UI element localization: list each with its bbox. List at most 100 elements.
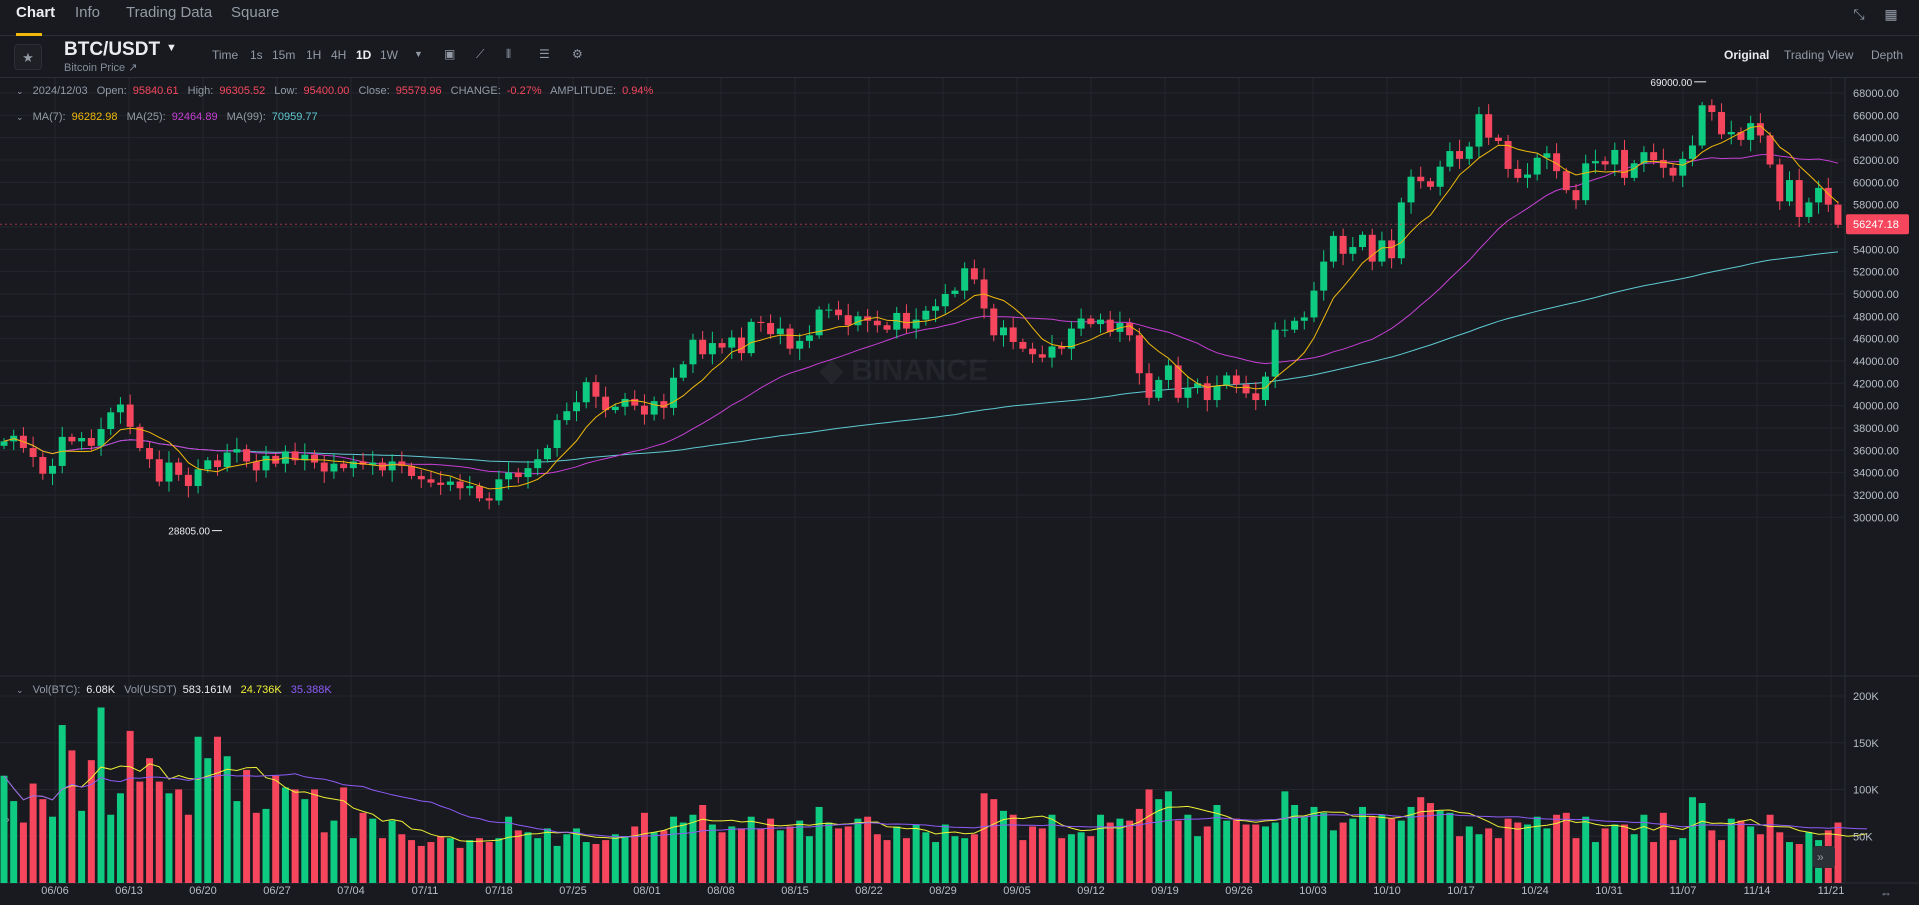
volume-bar [146,758,154,883]
price-axis: 30000.00 32000.00 34000.00 36000.00 38000.00… [1853,88,1899,524]
volume-bar [1038,828,1046,883]
chart-type-icon[interactable]: ⫴ [506,47,512,61]
candle-body [1106,319,1114,332]
candle-body [1155,379,1163,398]
volume-bar [1329,830,1337,883]
tab-info[interactable]: Info [75,4,101,21]
layout-grid-icon[interactable]: ▦ [1884,6,1898,22]
collapse-arrow-icon[interactable]: ⌄ [16,685,24,695]
volume-bar [1582,816,1590,883]
last-price-tag: 56247.18 [0,214,1909,235]
volume-bar [1621,824,1629,883]
axis-settings-icon[interactable]: ⇔ [1880,886,1892,900]
tab-trading-data[interactable]: Trading Data [126,4,213,21]
collapse-icon[interactable]: ⤡ [1853,6,1865,22]
collapse-arrow-icon[interactable]: ⌄ [16,86,24,96]
candle-body [1562,171,1570,191]
gear-icon[interactable]: ⚙ [572,47,583,61]
more-timeframes-icon[interactable]: ▼ [414,49,423,59]
timeframe-1w[interactable]: 1W [380,48,398,62]
candle-body [359,461,367,465]
view-depth[interactable]: Depth [1871,48,1904,62]
candle-body [495,479,503,501]
scroll-right-button[interactable]: » [1813,846,1835,868]
volume-bar [262,808,270,883]
volume-bar [1562,812,1570,883]
volume-bar [194,736,202,883]
candle-body [1659,159,1667,168]
candle-body [398,461,406,466]
volume-bar [311,789,319,883]
top-nav: Chart Info Trading Data Square ⤡ ▦ [0,0,1919,36]
candle-body [446,481,454,485]
favorite-star-icon[interactable]: ★ [14,44,42,70]
volume-bar [485,842,493,883]
candle-body [689,339,697,365]
timeframe-1s[interactable]: 1s [250,48,263,62]
candle-body [1776,164,1784,202]
time-tick-label: 10/31 [1595,885,1623,897]
candle-body [116,404,124,413]
candle-body [1164,365,1172,380]
candle-body [1252,393,1260,401]
collapse-arrow-icon[interactable]: ⌄ [16,112,24,122]
volume-bar [1116,818,1124,883]
volume-bar [883,840,891,883]
candle-body [873,320,881,326]
candle-body [1475,114,1483,147]
timeframe-15m[interactable]: 15m [272,48,296,62]
volume-bar [475,838,483,883]
view-trading-view[interactable]: Trading View [1784,48,1854,62]
volume-tick-label: 200K [1853,691,1879,703]
volume-bar [844,826,852,883]
volume-bar [563,834,571,883]
time-tick-label: 10/17 [1447,885,1475,897]
candle-body [233,449,241,453]
price-tick-label: 50000.00 [1853,289,1899,301]
candle-body [999,327,1007,336]
volume-bar [582,842,590,883]
price-tick-label: 64000.00 [1853,133,1899,145]
timeframe-time[interactable]: Time [212,48,239,62]
candle-body [1504,141,1512,169]
candle-body [1494,137,1502,142]
ma99-line [3,251,1839,463]
timeframe-1h[interactable]: 1H [306,48,322,62]
drawing-tools-icon[interactable]: ☰ [539,47,550,61]
candle-body [136,426,144,449]
candle-body [1805,202,1813,217]
candle-body [631,398,639,406]
volume-bar [941,824,949,883]
candle-body [243,449,251,462]
volume-bar [1688,797,1696,883]
candle-body [553,420,561,449]
view-original[interactable]: Original [1724,48,1770,62]
volume-bar [1232,818,1240,883]
tab-chart[interactable]: Chart [16,4,56,21]
time-tick-label: 07/18 [485,885,513,897]
ma7-path [3,125,1839,490]
calendar-icon[interactable]: ▣ [444,47,456,61]
indicators-icon[interactable]: ⟋ [476,47,485,61]
volume-bar [699,805,707,883]
price-chart[interactable]: ◆ BINANCE 30000.00 32000.00 34000.00 36000.… [0,78,1919,905]
volume-bar [980,793,988,883]
volume-bar [1640,814,1648,883]
volume-bar [534,838,542,883]
timeframe-1d[interactable]: 1D [356,48,372,62]
volume-bar [524,832,532,883]
low-marker-label: 28805.00 [168,527,210,538]
volume-bar [640,812,648,883]
symbol-title[interactable]: BTC/USDT [64,39,161,60]
scroll-left-handle-icon[interactable]: › [6,814,10,826]
candle-body [514,472,522,478]
volume-bar [1203,826,1211,883]
volume-tick-label: 150K [1853,738,1879,750]
chevron-down-icon[interactable]: ▼ [166,42,177,54]
candle-body [1485,114,1493,138]
price-tick-label: 38000.00 [1853,423,1899,435]
volume-bar [708,824,716,883]
tab-square[interactable]: Square [231,4,280,21]
volume-bar [815,806,823,883]
timeframe-4h[interactable]: 4H [331,48,347,62]
